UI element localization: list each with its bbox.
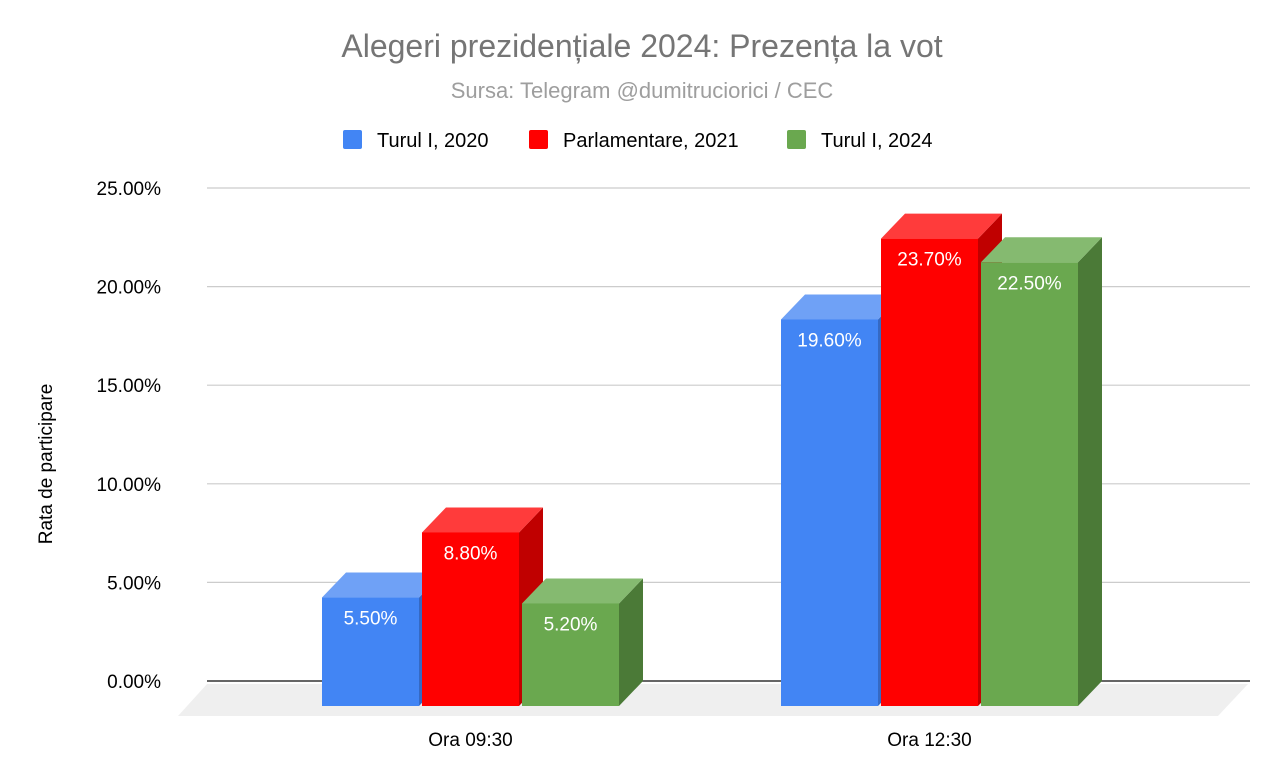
data-label: 19.60% <box>797 330 862 351</box>
legend: Turul I, 2020 Parlamentare, 2021 Turul I, … <box>343 130 933 152</box>
y-tick-label: 15.00% <box>97 376 162 397</box>
bar-top <box>522 578 643 604</box>
bar: 22.50% <box>981 237 1102 707</box>
bar-front <box>422 532 519 706</box>
bar-side <box>1078 237 1102 707</box>
legend-item: Parlamentare, 2021 <box>529 130 739 152</box>
x-tick-label: Ora 12:30 <box>887 730 972 751</box>
y-axis-ticks: 0.00% 5.00% 10.00% 15.00% 20.00% 25.00% <box>97 179 162 693</box>
bar-top <box>422 507 543 533</box>
x-tick-label: Ora 09:30 <box>428 730 513 751</box>
data-label: 5.50% <box>344 609 398 630</box>
bar-top <box>781 294 902 320</box>
data-label: 23.70% <box>897 250 962 271</box>
bar-front <box>322 597 419 706</box>
bar-front <box>981 262 1078 706</box>
y-tick-label: 10.00% <box>97 475 162 496</box>
bar-top <box>981 237 1102 263</box>
data-label: 8.80% <box>444 543 498 564</box>
bar-top <box>322 572 443 598</box>
chart-subtitle: Sursa: Telegram @dumitruciorici / CEC <box>451 78 834 103</box>
chart-title: Alegeri prezidențiale 2024: Prezența la … <box>341 28 942 64</box>
y-tick-label: 5.00% <box>107 573 161 594</box>
bar: 5.20% <box>522 578 643 706</box>
legend-label: Parlamentare, 2021 <box>563 130 739 152</box>
bar-front <box>781 319 878 706</box>
bar: 8.80% <box>422 507 543 706</box>
y-tick-label: 25.00% <box>97 179 162 200</box>
legend-swatch <box>529 130 548 149</box>
y-tick-label: 0.00% <box>107 672 161 693</box>
bar-front <box>522 603 619 706</box>
y-axis-label: Rata de participare <box>36 384 57 545</box>
legend-label: Turul I, 2024 <box>821 130 933 152</box>
bars: 5.50% 8.80% 5.20% 19.60% 23.70% 22.50% <box>322 213 1102 707</box>
y-tick-label: 20.00% <box>97 278 162 299</box>
x-axis-ticks: Ora 09:30 Ora 12:30 <box>428 730 972 751</box>
data-label: 22.50% <box>997 273 1062 294</box>
legend-swatch <box>787 130 806 149</box>
legend-item: Turul I, 2020 <box>343 130 489 152</box>
legend-item: Turul I, 2024 <box>787 130 933 152</box>
bar-front <box>881 238 978 707</box>
bar-top <box>881 213 1002 239</box>
bar-side <box>619 578 643 706</box>
bar: 5.50% <box>322 572 443 706</box>
legend-label: Turul I, 2020 <box>377 130 489 152</box>
legend-swatch <box>343 130 362 149</box>
data-label: 5.20% <box>544 614 598 635</box>
